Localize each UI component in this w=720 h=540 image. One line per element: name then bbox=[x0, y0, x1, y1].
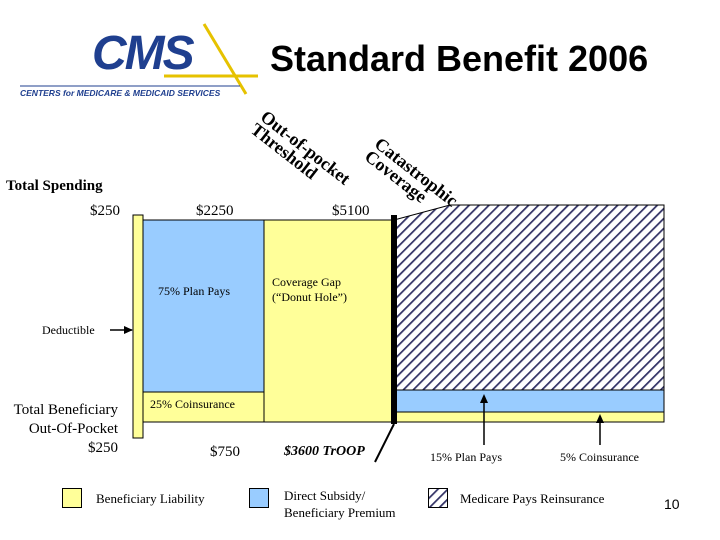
legend-beneficiary-liability: Beneficiary Liability bbox=[96, 491, 205, 506]
plan-pays-arrowhead bbox=[480, 394, 488, 403]
beneficiary-oop-750: $750 bbox=[210, 444, 240, 460]
page-title: Standard Benefit 2006 bbox=[270, 38, 649, 79]
coverage-gap-label: Coverage Gap (“Donut Hole”) bbox=[272, 275, 347, 305]
deductible-region bbox=[132, 214, 144, 439]
legend-direct-subsidy: Direct Subsidy/ Beneficiary Premium bbox=[284, 487, 396, 521]
beneficiary-oop-line1: Total Beneficiary bbox=[13, 402, 118, 418]
legend-swatch-reinsurance bbox=[428, 488, 448, 513]
deductible-label: Deductible bbox=[42, 323, 95, 337]
legend-reinsurance: Medicare Pays Reinsurance bbox=[460, 491, 605, 506]
catastrophic-plan-pays-label: 15% Plan Pays bbox=[430, 450, 502, 464]
total-beneficiary-oop-label: Total Beneficiary Out-Of-Pocket $250 bbox=[8, 401, 118, 458]
reinsurance-region bbox=[393, 204, 665, 391]
coverage-gap-line1: Coverage Gap bbox=[272, 275, 341, 289]
coinsurance-arrowhead bbox=[596, 414, 604, 423]
catastrophic-coinsurance-band bbox=[393, 411, 665, 423]
catastrophic-coinsurance-label: 5% Coinsurance bbox=[560, 450, 639, 464]
spending-amount-2250: $2250 bbox=[196, 203, 234, 219]
cms-logo-text: CMS bbox=[92, 27, 195, 80]
page-number: 10 bbox=[664, 496, 680, 512]
troop-pointer-line bbox=[374, 423, 395, 463]
legend-direct-subsidy-line2: Beneficiary Premium bbox=[284, 505, 396, 520]
legend-swatch-beneficiary-liability bbox=[62, 488, 82, 508]
legend-swatch-direct-subsidy bbox=[249, 488, 269, 508]
cms-logo-tagline: CENTERS for MEDICARE & MEDICAID SERVICES bbox=[20, 88, 221, 98]
catastrophic-plan-pays-band bbox=[393, 389, 665, 413]
deductible-arrowhead bbox=[124, 326, 133, 334]
beneficiary-oop-amount: $250 bbox=[88, 440, 118, 456]
plan-pays-label: 75% Plan Pays bbox=[158, 284, 230, 298]
coinsurance-region bbox=[142, 391, 265, 423]
coinsurance-label: 25% Coinsurance bbox=[150, 397, 235, 411]
total-spending-label: Total Spending bbox=[6, 178, 103, 194]
spending-amount-5100: $5100 bbox=[332, 203, 370, 219]
coverage-gap-region bbox=[263, 219, 395, 423]
plan-pays-region bbox=[142, 219, 265, 393]
coverage-gap-line2: (“Donut Hole”) bbox=[272, 290, 347, 304]
cms-logo-mark bbox=[20, 23, 258, 95]
spending-amount-250: $250 bbox=[90, 203, 120, 219]
legend-direct-subsidy-line1: Direct Subsidy/ bbox=[284, 488, 366, 503]
troop-label: $3600 TrOOP bbox=[284, 444, 365, 459]
beneficiary-oop-line2: Out-Of-Pocket bbox=[28, 421, 118, 437]
cms-logo: CMS CENTERS for MEDICARE & MEDICAID SERV… bbox=[14, 14, 264, 106]
